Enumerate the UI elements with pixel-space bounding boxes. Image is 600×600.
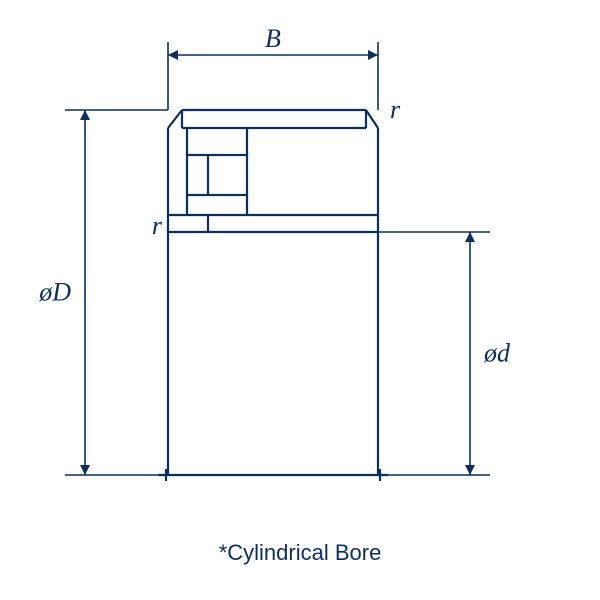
label-d: ød: [483, 339, 511, 368]
dimension-D: [65, 110, 168, 475]
caption-text: *Cylindrical Bore: [219, 540, 382, 565]
dimension-d: [65, 232, 490, 475]
bearing-cross-section: [158, 110, 388, 481]
label-r-mid: r: [152, 211, 163, 240]
label-B: B: [265, 24, 281, 53]
label-r-top: r: [390, 95, 401, 124]
label-D: øD: [38, 278, 71, 307]
